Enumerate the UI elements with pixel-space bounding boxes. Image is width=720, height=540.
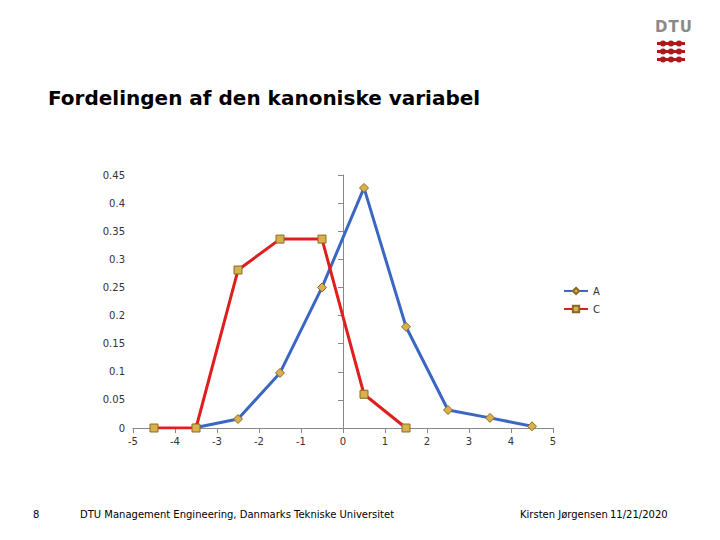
svg-text:A: A xyxy=(593,286,600,297)
svg-text:-1: -1 xyxy=(296,436,306,447)
svg-text:5: 5 xyxy=(550,436,556,447)
svg-text:1: 1 xyxy=(382,436,388,447)
svg-text:3: 3 xyxy=(466,436,472,447)
svg-text:0.05: 0.05 xyxy=(103,394,125,405)
svg-text:-2: -2 xyxy=(254,436,264,447)
svg-text:0: 0 xyxy=(340,436,346,447)
svg-text:-5: -5 xyxy=(128,436,138,447)
svg-text:0.2: 0.2 xyxy=(109,310,125,321)
svg-text:0.15: 0.15 xyxy=(103,338,125,349)
svg-text:4: 4 xyxy=(508,436,514,447)
html-text:Kirsten Jørgensen 11/21/2020: Kirsten Jørgensen 11/21/2020 xyxy=(520,509,668,520)
svg-text:2: 2 xyxy=(424,436,430,447)
html-text:DTU: DTU xyxy=(655,18,693,36)
svg-text:0.3: 0.3 xyxy=(109,254,125,265)
svg-text:0.1: 0.1 xyxy=(109,366,125,377)
svg-text:0.4: 0.4 xyxy=(109,198,125,209)
svg-text:-3: -3 xyxy=(212,436,222,447)
svg-text:0.45: 0.45 xyxy=(103,170,125,181)
svg-text:C: C xyxy=(593,304,600,315)
html-text:DTU Management Engineering, Da: DTU Management Engineering, Danmarks Tek… xyxy=(80,509,395,520)
svg-text:0.35: 0.35 xyxy=(103,226,125,237)
svg-text:0.25: 0.25 xyxy=(103,282,125,293)
html-text:8: 8 xyxy=(33,509,40,520)
html-text:Fordelingen af den kanoniske v: Fordelingen af den kanoniske variabel xyxy=(48,86,481,110)
svg-text:0: 0 xyxy=(119,423,125,434)
svg-text:-4: -4 xyxy=(170,436,180,447)
